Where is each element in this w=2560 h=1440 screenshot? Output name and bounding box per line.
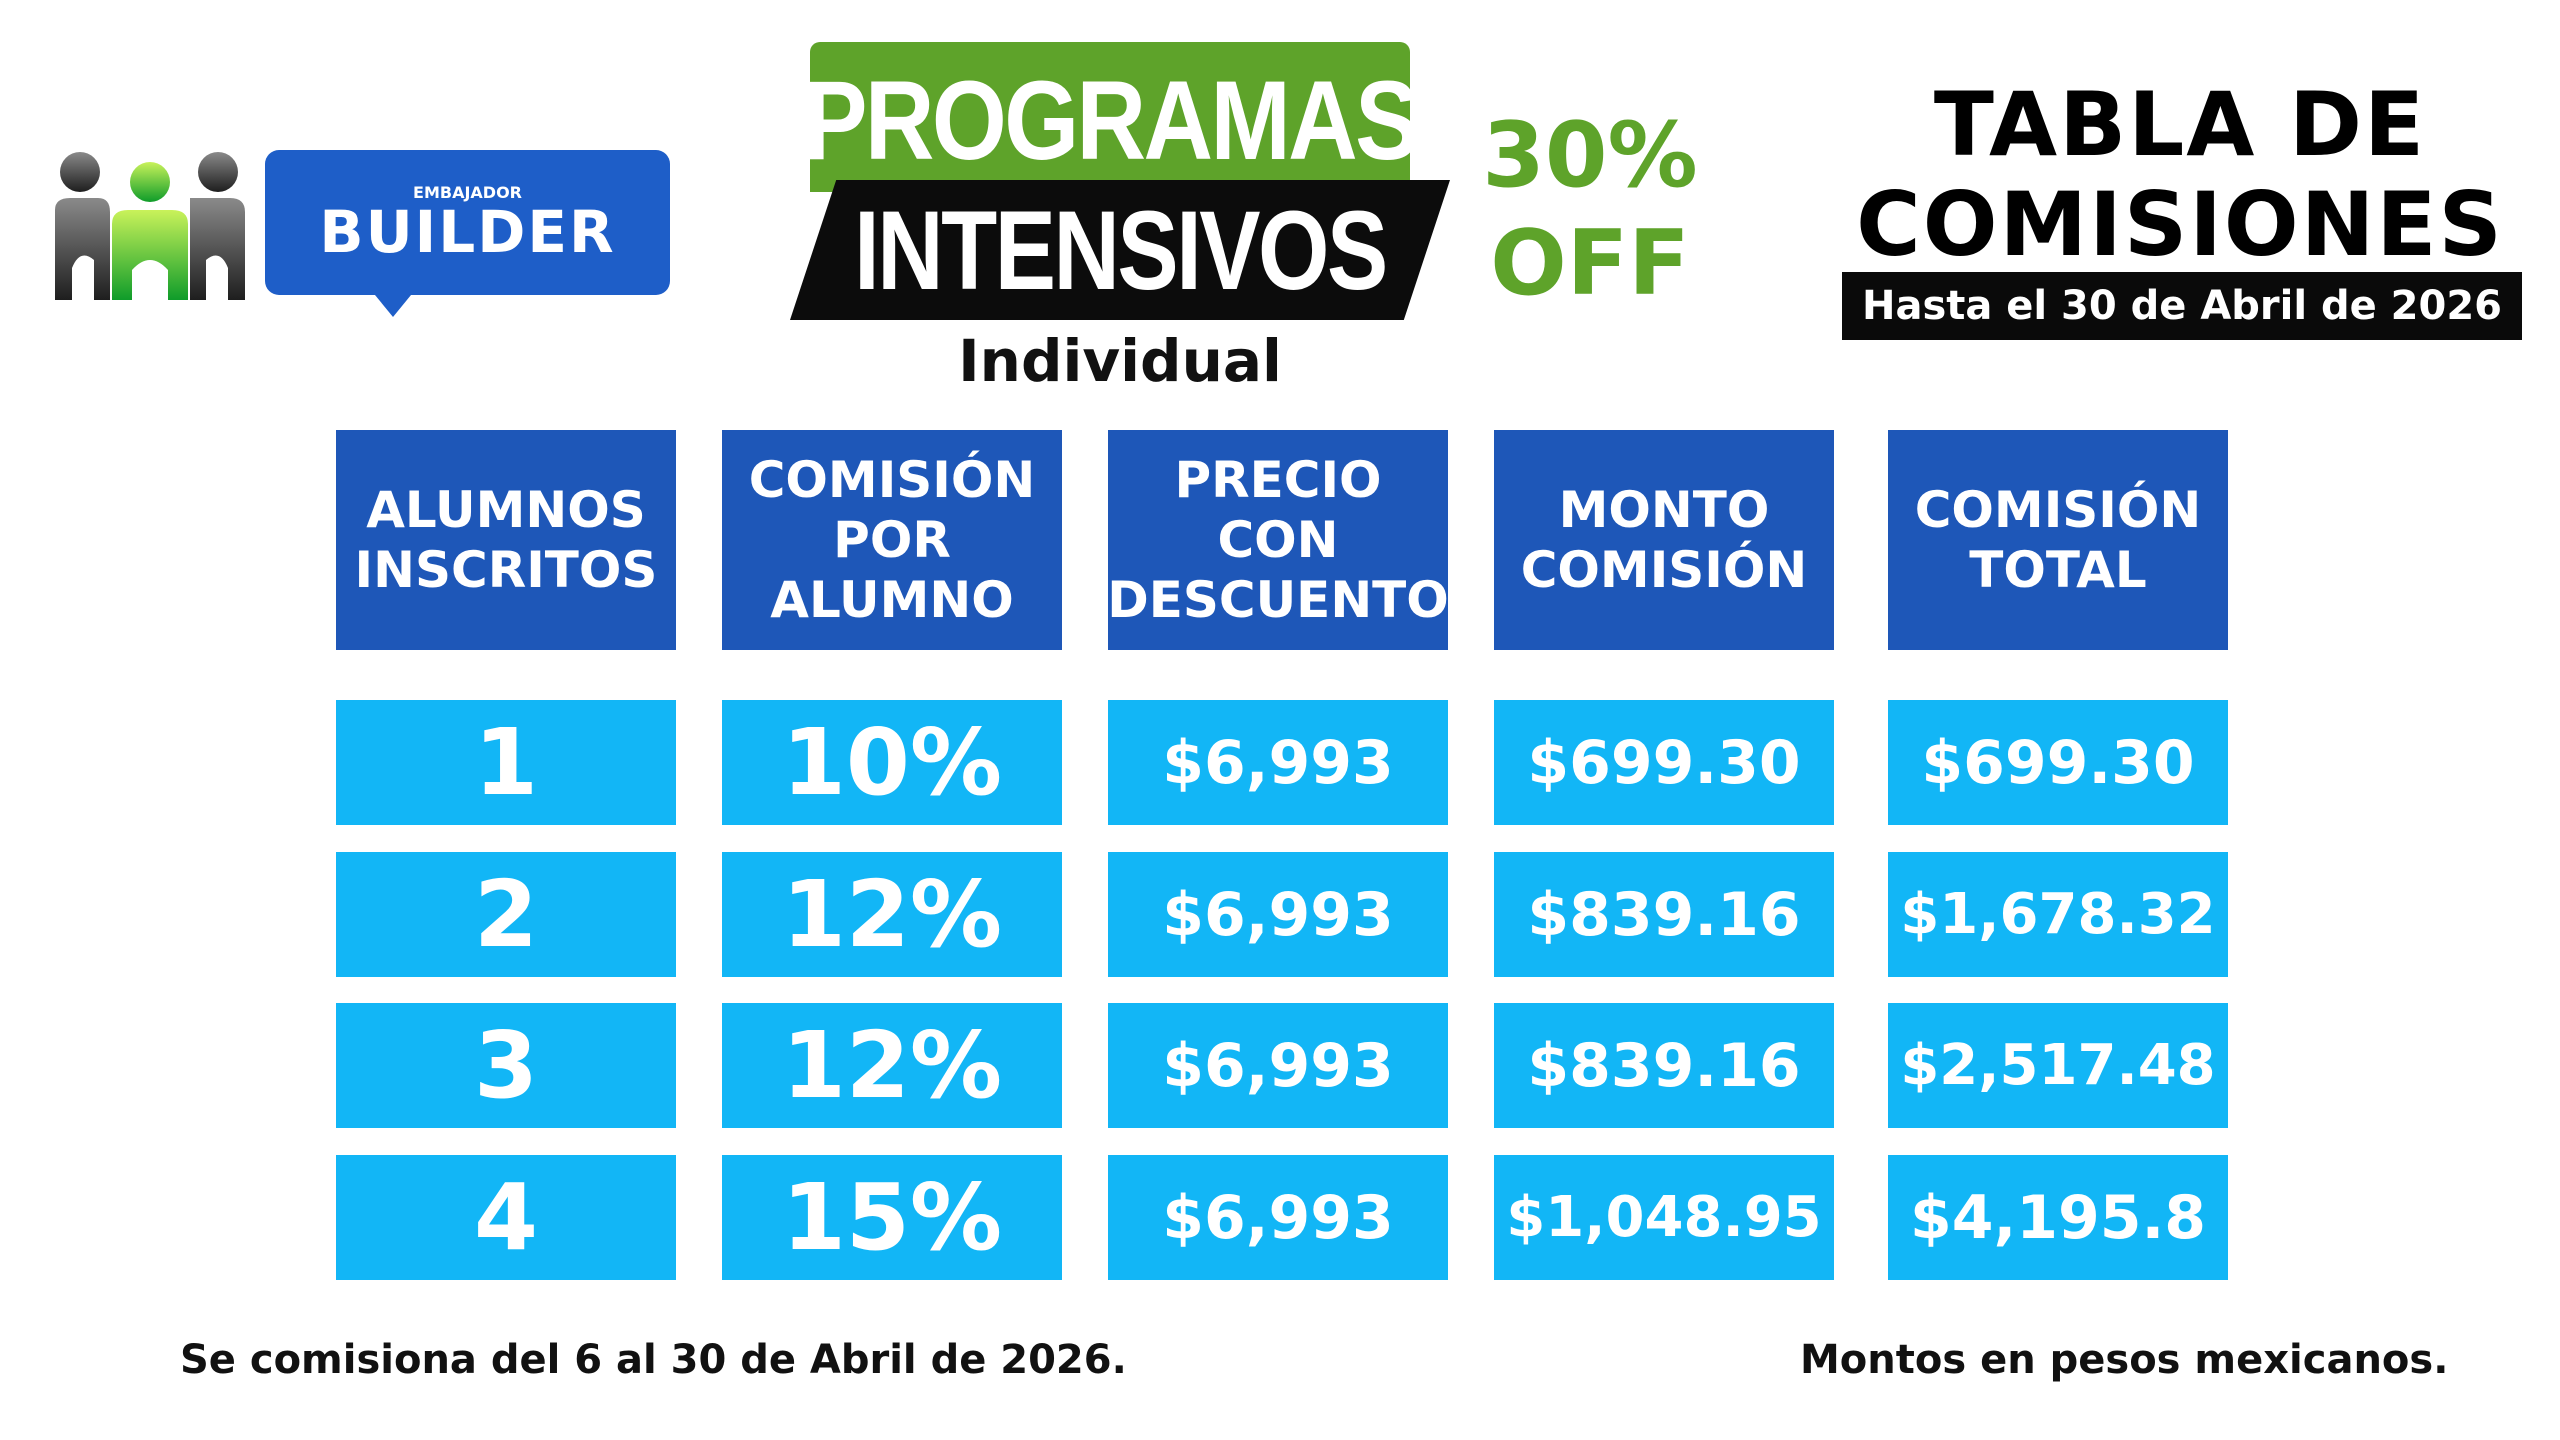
page-title: TABLA DE COMISIONES <box>1840 75 2520 275</box>
programs-heading-line1: PROGRAMAS <box>803 57 1419 183</box>
title-line2: COMISIONES <box>1856 173 2504 276</box>
cell-students: 3 <box>336 1003 676 1128</box>
cell-price: $6,993 <box>1108 1003 1448 1128</box>
cell-total: $2,517.48 <box>1888 1003 2228 1128</box>
programs-subtitle: Individual <box>958 327 1282 395</box>
cell-students: 4 <box>336 1155 676 1280</box>
cell-rate: 15% <box>722 1155 1062 1280</box>
header-comision-total: COMISIÓN TOTAL <box>1888 430 2228 650</box>
header-monto-comision: MONTO COMISIÓN <box>1494 430 1834 650</box>
programs-heading-line2: INTENSIVOS <box>854 187 1388 313</box>
programs-black-banner <box>790 180 1450 320</box>
badge-line-builder: BUILDER <box>319 197 616 266</box>
people-logo-icon <box>55 152 245 300</box>
footer-currency-note: Montos en pesos mexicanos. <box>1800 1337 2449 1383</box>
cell-rate: 10% <box>722 700 1062 825</box>
badge-line-embajador: EMBAJADOR <box>413 182 522 202</box>
validity-date-bar: Hasta el 30 de Abril de 2026 <box>1842 272 2522 340</box>
programs-green-banner <box>810 42 1410 192</box>
embajador-builder-badge: EMBAJADOR BUILDER <box>265 150 670 317</box>
cell-amount: $699.30 <box>1494 700 1834 825</box>
cell-price: $6,993 <box>1108 700 1448 825</box>
cell-total: $699.30 <box>1888 700 2228 825</box>
cell-total: $1,678.32 <box>1888 852 2228 977</box>
discount-percent: 30% <box>1482 103 1698 208</box>
header-alumnos-inscritos: ALUMNOS INSCRITOS <box>336 430 676 650</box>
discount-off: OFF <box>1490 211 1690 316</box>
cell-price: $6,993 <box>1108 852 1448 977</box>
cell-amount: $839.16 <box>1494 1003 1834 1128</box>
cell-rate: 12% <box>722 1003 1062 1128</box>
cell-students: 1 <box>336 700 676 825</box>
cell-price: $6,993 <box>1108 1155 1448 1280</box>
cell-students: 2 <box>336 852 676 977</box>
embajador-builder-logo: EMBAJADOR BUILDER <box>50 150 670 317</box>
discount-label: 30% OFF <box>1460 100 1720 320</box>
header-precio-con-descuento: PRECIO CON DESCUENTO <box>1107 430 1449 650</box>
cell-rate: 12% <box>722 852 1062 977</box>
cell-amount: $1,048.95 <box>1494 1155 1834 1280</box>
title-line1: TABLA DE <box>1933 73 2427 176</box>
footer-commission-period: Se comisiona del 6 al 30 de Abril de 202… <box>180 1337 1127 1383</box>
cell-amount: $839.16 <box>1494 852 1834 977</box>
header-comision-por-alumno: COMISIÓN POR ALUMNO <box>722 430 1062 650</box>
cell-total: $4,195.8 <box>1888 1155 2228 1280</box>
